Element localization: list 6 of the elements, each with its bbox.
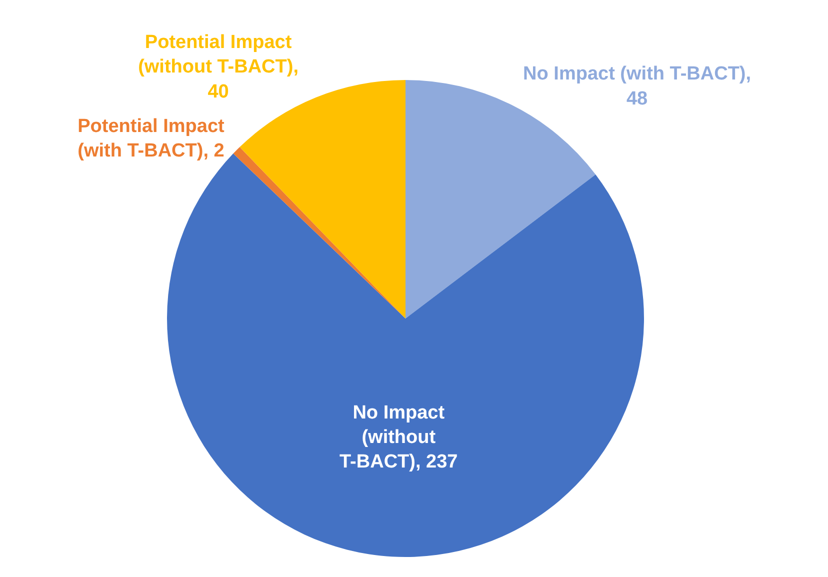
slice-label: No Impact (with T-BACT), 48 <box>523 64 752 110</box>
slice-label: No Impact (without T-BACT), 237 <box>340 402 458 473</box>
pie-slice <box>240 80 406 318</box>
pie-slice <box>233 147 406 318</box>
slice-label: Potential Impact (without T-BACT), 40 <box>138 32 298 102</box>
slice-label: Potential Impact (with T-BACT), 2 <box>78 116 226 162</box>
